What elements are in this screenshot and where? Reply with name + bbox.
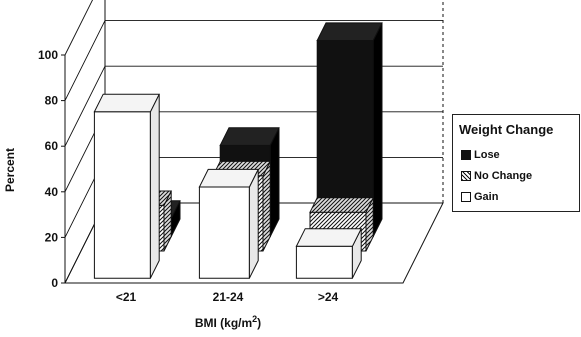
labels-layer: 0 20 40 60 80 100 <21 21-24 >24 Percent BMI (kg/m2… <box>3 48 339 330</box>
bar-front-face <box>93 111 151 279</box>
gain-swatch-icon <box>461 192 471 202</box>
bars-layer <box>93 22 383 279</box>
legend-entry-gain: Gain <box>461 190 498 204</box>
bar-gain <box>295 228 363 279</box>
y-tick-label: 0 <box>51 276 58 290</box>
y-tick-label: 20 <box>45 230 59 244</box>
bar-side-face <box>269 127 280 237</box>
legend-title: Weight Change <box>459 122 554 137</box>
lose-swatch-icon <box>461 150 471 160</box>
legend: Weight Change Lose No Change Gain <box>452 114 580 212</box>
bar-side-face <box>248 169 259 279</box>
bar-side-face <box>372 22 383 237</box>
bar-top-face <box>219 127 280 146</box>
legend-label-lose: Lose <box>474 149 500 161</box>
x-tick-label: <21 <box>116 290 137 304</box>
legend-label-gain: Gain <box>474 191 499 203</box>
bar-lose <box>316 22 383 238</box>
y-tick-label: 60 <box>45 139 59 153</box>
bar-top-face <box>316 22 383 41</box>
x-axis-title-end: ) <box>257 316 261 330</box>
gridline <box>64 20 443 101</box>
bar-top-face <box>309 197 375 213</box>
y-tick-label: 80 <box>45 94 59 108</box>
x-axis-title-base: BMI (kg/m <box>195 316 252 330</box>
bar-gain <box>198 168 260 279</box>
x-tick-label: 21-24 <box>213 290 244 304</box>
y-tick-label: 100 <box>38 48 58 62</box>
x-tick-label: >24 <box>318 290 339 304</box>
y-tick-label: 40 <box>45 185 59 199</box>
y-axis-title: Percent <box>3 148 17 192</box>
bar-side-face <box>262 161 271 252</box>
legend-entry-lose: Lose <box>461 148 500 162</box>
bar-front-face <box>198 186 250 279</box>
x-axis-title: BMI (kg/m2) <box>195 314 261 330</box>
bar-top-face <box>93 93 161 113</box>
legend-label-no-change: No Change <box>474 170 533 182</box>
x-axis-title-superscript: 2 <box>252 314 257 324</box>
gridline <box>64 0 94 56</box>
bar-side-face <box>149 93 160 279</box>
bar-top-face <box>198 168 260 188</box>
legend-entry-no-change: No Change <box>461 169 532 183</box>
bar-front-face <box>295 245 353 279</box>
no-change-swatch-icon <box>461 171 471 181</box>
bar-top-face <box>295 228 363 247</box>
bar-gain <box>93 93 161 279</box>
